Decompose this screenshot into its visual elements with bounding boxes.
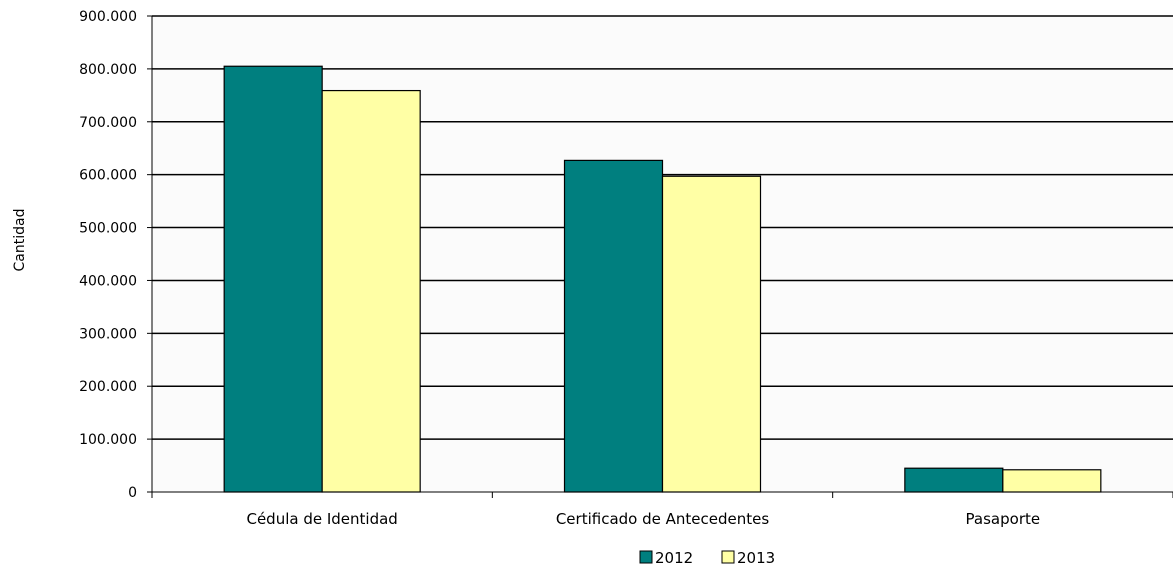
y-axis-title: Cantidad bbox=[12, 209, 28, 272]
bars bbox=[223, 65, 1102, 493]
y-tick-label: 700.000 bbox=[79, 115, 137, 131]
axes bbox=[147, 15, 1173, 498]
y-tick-label: 100.000 bbox=[79, 432, 137, 448]
x-tick-label: Pasaporte bbox=[966, 510, 1041, 528]
legend: 2012 2013 bbox=[639, 549, 775, 567]
y-tick-label: 200.000 bbox=[79, 379, 137, 395]
bar-2013-2 bbox=[1002, 469, 1102, 493]
x-tick-label: Cédula de Identidad bbox=[246, 510, 397, 528]
y-tick-label: 400.000 bbox=[79, 273, 137, 289]
legend-swatch-2012 bbox=[639, 550, 653, 564]
y-tick-label: 0 bbox=[128, 485, 137, 501]
bar-2013-0 bbox=[321, 89, 421, 493]
legend-label-2012: 2012 bbox=[655, 549, 693, 567]
bar-2012-2 bbox=[904, 467, 1004, 493]
y-tick-label: 500.000 bbox=[79, 221, 137, 237]
bar-2012-1 bbox=[563, 159, 664, 493]
x-tick-label: Certificado de Antecedentes bbox=[556, 510, 770, 528]
bar-2013-1 bbox=[661, 175, 762, 493]
bar-2012-0 bbox=[223, 65, 323, 493]
y-tick-labels: 0 100.000 200.000 300.000 400.000 500.000 600.… bbox=[79, 9, 137, 501]
legend-label-2013: 2013 bbox=[737, 549, 775, 567]
y-tick-label: 300.000 bbox=[79, 326, 137, 342]
x-tick-labels: Cédula de Identidad Certificado de Antece… bbox=[246, 510, 1040, 528]
y-tick-label: 600.000 bbox=[79, 168, 137, 184]
y-tick-label: 800.000 bbox=[79, 62, 137, 78]
y-tick-label: 900.000 bbox=[79, 9, 137, 25]
legend-swatch-2013 bbox=[721, 550, 735, 564]
